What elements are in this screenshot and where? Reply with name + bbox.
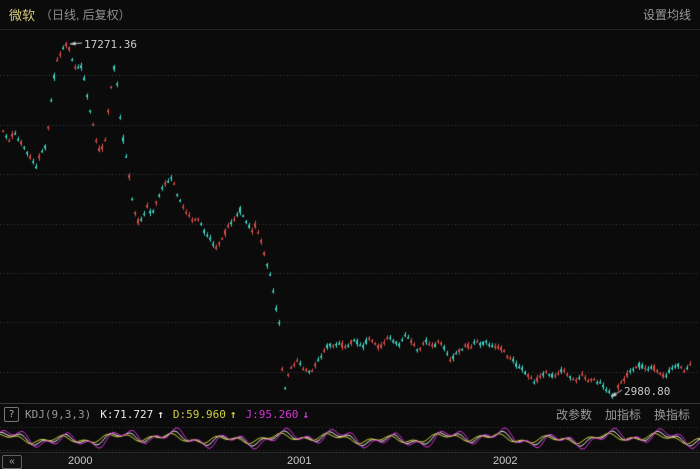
arrow-down-icon: ↓ [302,408,310,421]
price-annotation-low: 2980.80 [624,385,671,398]
ma-settings-button[interactable]: 设置均线 [642,8,691,22]
change-params-button[interactable]: 改参数 [555,408,592,422]
indicator-toolbar: 改参数 加指标 换指标 [556,406,690,423]
chart-header: 微软 （日线, 后复权） 设置均线 [0,0,700,30]
arrow-up-icon: ↑ [157,408,164,421]
scroll-left-button[interactable]: « [2,455,22,469]
add-indicator-button[interactable]: 加指标 [604,408,641,422]
switch-indicator-button[interactable]: 换指标 [653,408,690,422]
kdj-k-value: K:71.727 [100,408,154,421]
axis-label-2000: 2000 [68,455,93,467]
axis-label-2002: 2002 [493,455,518,467]
indicator-bar: ? KDJ(9,3,3) K:71.727 ↑ D:59.960 ↑ J:95.… [0,403,700,425]
price-annotation-high: 17271.36 [84,38,137,51]
chart-mode-label: （日线, 后复权） [40,8,131,22]
axis-label-2001: 2001 [287,455,312,467]
time-axis-bar: « 2000 2001 2002 [0,452,700,469]
help-icon[interactable]: ? [4,407,19,422]
arrow-up-icon: ↑ [229,408,237,421]
stock-name: 微软 [9,8,36,23]
kdj-j-value: J:95.260 [245,408,299,421]
kdj-d-value: D:59.960 [172,408,226,421]
indicator-name: KDJ(9,3,3) [25,408,92,421]
